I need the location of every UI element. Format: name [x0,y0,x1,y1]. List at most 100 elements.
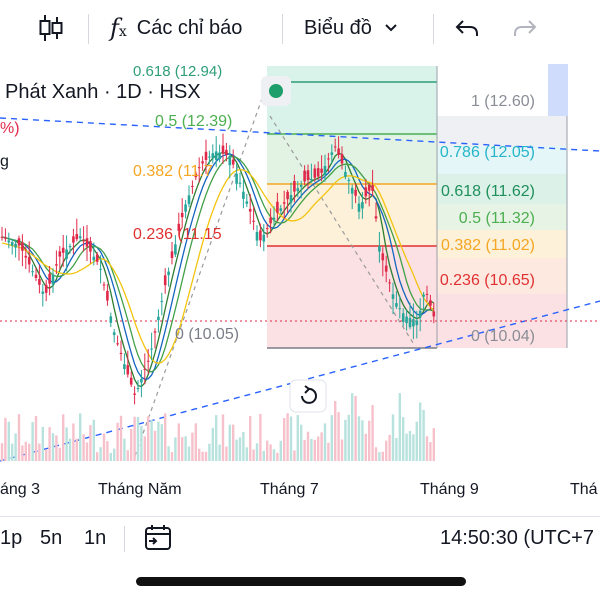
volume-bar [412,434,415,461]
function-fx-icon: fx [110,14,127,42]
volume-bar [303,439,306,461]
calendar-range-icon[interactable] [143,524,173,557]
candle-body [38,279,41,285]
volume-bar [344,419,347,461]
price-chart[interactable]: Phát Xanh · 1D · HSX %) g 0.618 (12.94) … [0,56,600,516]
volume-bar [96,452,99,461]
volume-bar [62,414,65,461]
fib-right-0236: 0.236 (10.65) [440,272,535,289]
volume-bar [249,416,252,461]
candlestick-icon[interactable] [38,0,64,56]
reset-view-button[interactable] [289,379,327,413]
volume-bar [130,428,133,461]
candle-body [306,170,310,180]
volume-bar [293,450,296,461]
candle-body [320,168,323,173]
volume-bar [102,433,106,461]
volume-bar [272,449,276,461]
volume-bar [425,436,429,461]
candle-body [381,253,385,261]
candle-body [255,232,259,241]
chart-type-button[interactable]: Biểu đồ [304,0,400,56]
candle-body [21,242,24,251]
candlesticks [0,133,436,405]
candle-body [432,311,436,317]
candle-body [208,156,211,158]
volume-bar [21,445,24,461]
volume-bar [31,422,34,461]
candle-body [214,151,218,160]
candle-body [242,191,245,199]
candle-body [422,294,425,297]
candle-body [415,320,419,326]
volume-bar [136,417,140,461]
candle-body [109,316,113,323]
drawing-handle[interactable] [261,76,291,106]
volume-bar [381,451,384,461]
volume-bar [170,452,174,461]
candle-body [316,168,320,177]
candle-body [4,237,7,239]
volume-bar [133,416,136,461]
volume-bar [17,414,21,461]
fib-right-0382: 0.382 (11.02) [441,237,535,254]
candle-body [371,185,374,191]
candle-body [72,236,75,243]
candle-body [41,291,45,294]
undo-icon[interactable] [454,0,480,56]
volume-bar [157,421,160,461]
bottom-toolbar: 1p 5n 1n 14:50:30 (UTC+7 [0,516,600,560]
candle-body [418,310,422,318]
volume-bar [201,451,204,461]
volume-bar [374,447,378,461]
candle-body [58,251,62,257]
candle-body [116,343,119,345]
indicators-button[interactable]: fx Các chỉ báo [110,0,242,56]
chart-canvas[interactable]: Phát Xanh · 1D · HSX %) g 0.618 (12.94) … [0,56,600,516]
candle-body [323,166,327,175]
candle-body [361,202,364,209]
candle-body [221,145,225,154]
candle-body [187,195,191,205]
candle-body [31,271,34,273]
symbol-title: Phát Xanh · 1D · HSX [5,81,201,103]
candle-body [293,181,296,192]
clock-time[interactable]: 14:50:30 (UTC+7 [440,527,594,549]
volume-bar [320,432,323,461]
interval-1p[interactable]: 1p [0,527,23,549]
volume-bar [177,423,180,461]
candle-body [102,284,106,286]
candle-body [106,290,109,301]
volume-bar [402,417,405,461]
candle-body [391,294,395,299]
interval-1n[interactable]: 1n [84,527,107,549]
volume-bar [126,450,129,461]
volume-bar [364,433,367,461]
volume-bar [259,413,262,461]
interval-5n[interactable]: 5n [40,527,63,549]
candle-body [123,364,126,369]
candle-body [143,368,147,370]
volume-bar [340,439,344,461]
volume-bar [123,438,126,461]
volume-bar [286,413,289,461]
volume-bar [283,418,286,461]
candle-body [211,153,215,159]
volume-bar [116,422,119,461]
volume-bar [245,447,248,461]
volume-bar [432,428,435,461]
candle-body [136,388,140,389]
candle-body [55,264,58,266]
volume-bar [65,427,68,461]
volume-bar [143,436,146,461]
redo-icon[interactable] [512,0,538,56]
volume-bar [225,446,228,461]
candle-body [68,246,72,248]
volume-bar [262,450,265,461]
volume-bar [153,430,157,461]
volume-bar [385,440,388,461]
volume-bar [58,447,61,461]
candle-body [191,185,194,187]
candle-body [265,228,269,230]
candle-body [344,171,347,177]
